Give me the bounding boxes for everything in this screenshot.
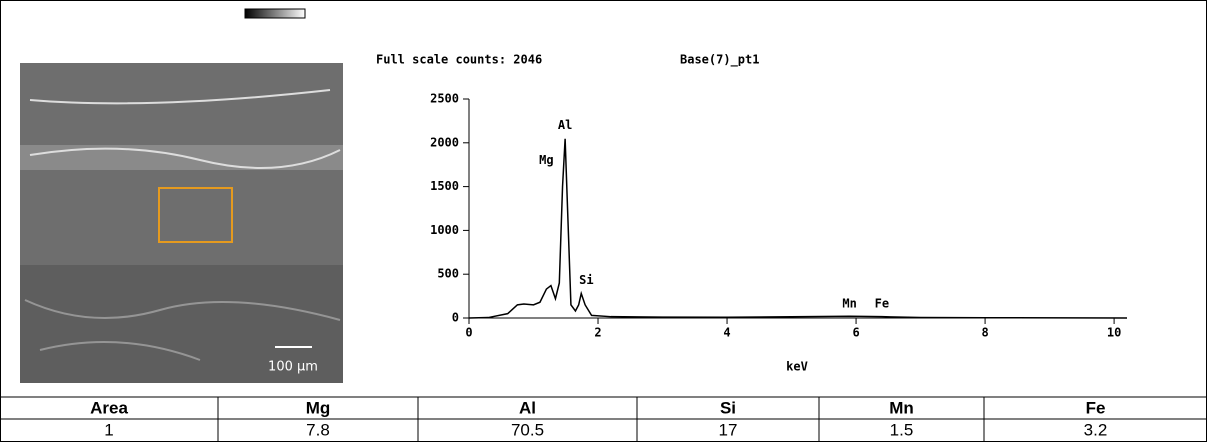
gray-bar (244, 8, 306, 19)
table: Area 1 Mg 7.8 Al 70.5 Si 17 Mn 1.5 Fe 3.2 (0, 396, 1207, 441)
y-tick-label: 1500 (430, 179, 459, 193)
y-tick-label: 2000 (430, 135, 459, 149)
y-tick-label: 1000 (430, 223, 459, 237)
x-tick-label: 4 (723, 326, 730, 340)
table-header: Mn (889, 398, 914, 417)
peak-label: Si (579, 273, 593, 287)
peak-label: Fe (875, 296, 889, 310)
sem-image: 100 µm (20, 8, 343, 383)
peak-label: Mn (842, 296, 856, 310)
x-tick-label: 8 (981, 326, 988, 340)
table-header: Fe (1086, 398, 1106, 417)
roi-box (158, 187, 233, 243)
x-tick-label: 0 (465, 326, 472, 340)
y-tick-label: 2500 (430, 92, 459, 106)
y-tick-label: 500 (437, 267, 459, 281)
table-header: Mg (306, 398, 331, 417)
spectrum-line (468, 138, 1128, 319)
x-tick-label: 6 (852, 326, 859, 340)
peak-label: Mg (539, 153, 553, 167)
table-cell: 1 (104, 420, 113, 439)
table-cell: 1.5 (890, 420, 914, 439)
table-cell: 17 (719, 420, 738, 439)
scale-label: 100 µm (268, 360, 318, 375)
spectrum: Full scale counts: 2046 Base(7)_pt1 keV … (376, 53, 1128, 374)
y-tick-label: 0 (452, 311, 459, 325)
texture (20, 145, 343, 170)
table-cell: 7.8 (306, 420, 330, 439)
x-tick-label: 10 (1107, 326, 1121, 340)
table-cell: 3.2 (1084, 420, 1108, 439)
texture (20, 265, 343, 383)
chart-title: Full scale counts: 2046 (376, 53, 542, 67)
peak-label: Al (558, 118, 572, 132)
table-header: Area (90, 398, 128, 417)
x-axis-label: keV (786, 360, 808, 374)
table-header: Al (519, 398, 536, 417)
chart-subtitle: Base(7)_pt1 (680, 53, 759, 68)
table-cell: 70.5 (511, 420, 544, 439)
table-header: Si (720, 398, 736, 417)
x-tick-label: 2 (594, 326, 601, 340)
